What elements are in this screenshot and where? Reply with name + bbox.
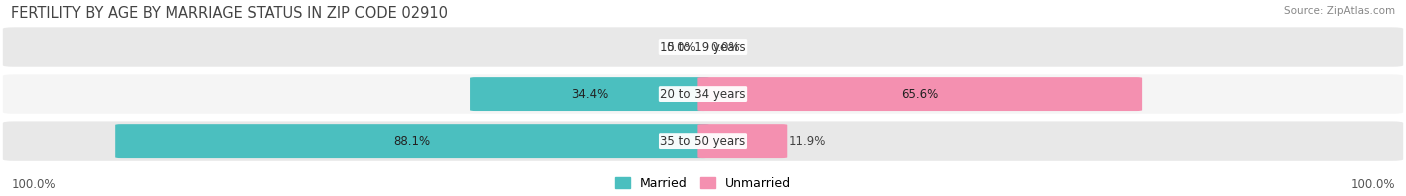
Text: FERTILITY BY AGE BY MARRIAGE STATUS IN ZIP CODE 02910: FERTILITY BY AGE BY MARRIAGE STATUS IN Z… xyxy=(11,6,449,21)
Text: 34.4%: 34.4% xyxy=(571,88,607,101)
Text: 11.9%: 11.9% xyxy=(789,135,827,148)
Text: 100.0%: 100.0% xyxy=(11,178,56,191)
Text: 20 to 34 years: 20 to 34 years xyxy=(661,88,745,101)
Text: 88.1%: 88.1% xyxy=(394,135,430,148)
Text: 100.0%: 100.0% xyxy=(1350,178,1395,191)
Text: Source: ZipAtlas.com: Source: ZipAtlas.com xyxy=(1284,6,1395,16)
FancyBboxPatch shape xyxy=(115,124,709,158)
FancyBboxPatch shape xyxy=(3,121,1403,161)
FancyBboxPatch shape xyxy=(3,74,1403,114)
Text: 0.0%: 0.0% xyxy=(710,41,740,54)
FancyBboxPatch shape xyxy=(697,124,787,158)
Text: 15 to 19 years: 15 to 19 years xyxy=(661,41,745,54)
FancyBboxPatch shape xyxy=(697,77,1142,111)
Text: 35 to 50 years: 35 to 50 years xyxy=(661,135,745,148)
Text: 0.0%: 0.0% xyxy=(666,41,696,54)
FancyBboxPatch shape xyxy=(3,27,1403,67)
FancyBboxPatch shape xyxy=(470,77,709,111)
Legend: Married, Unmarried: Married, Unmarried xyxy=(614,177,792,190)
Text: 65.6%: 65.6% xyxy=(901,88,938,101)
